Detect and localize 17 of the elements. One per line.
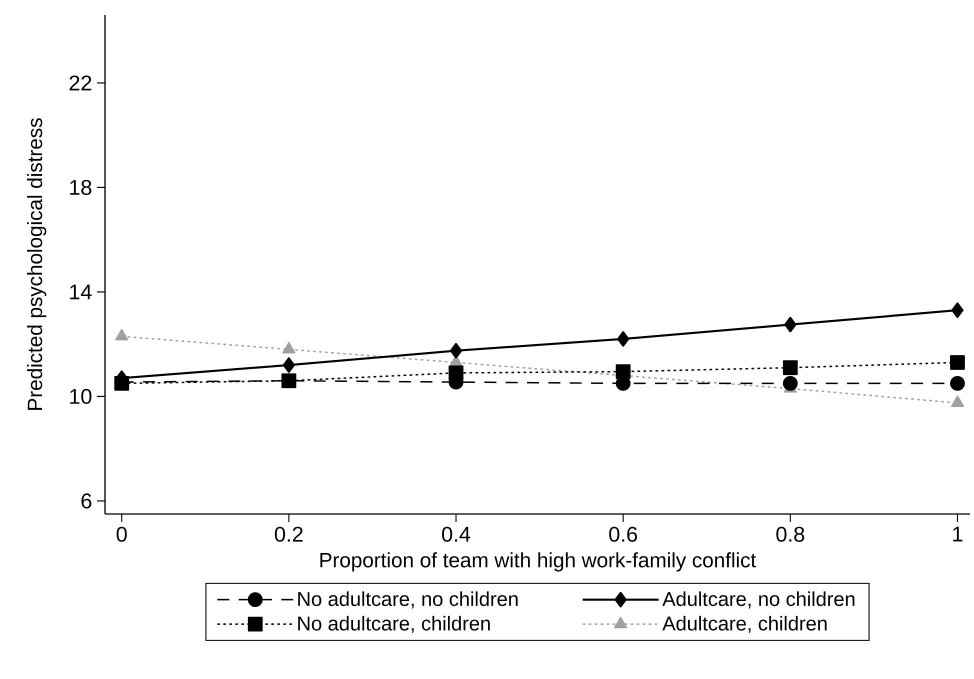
- legend-label: Adultcare, children: [662, 616, 827, 633]
- x-tick-label: 0.6: [609, 526, 638, 542]
- x-tick-label: 0.4: [442, 526, 470, 542]
- y-tick-label: 18: [70, 180, 92, 195]
- x-axis-title: Proportion of team with high work-family conflict: [320, 552, 756, 572]
- y-axis-title: Predicted psychological distress: [27, 118, 46, 410]
- y-tick-label: 6: [82, 493, 92, 508]
- x-tick-label: 0.8: [776, 526, 804, 542]
- y-tick-label: 22: [70, 75, 92, 90]
- x-tick-label: 1: [953, 526, 962, 542]
- x-tick-label: 0: [116, 526, 127, 542]
- y-tick-label: 14: [70, 284, 92, 300]
- legend-label: Adultcare, no children: [662, 591, 854, 608]
- legend-label: No adultcare, no children: [298, 591, 518, 608]
- x-tick-label: 0.2: [274, 526, 303, 542]
- y-tick-label: 10: [70, 388, 92, 404]
- legend-label: No adultcare, children: [298, 616, 490, 633]
